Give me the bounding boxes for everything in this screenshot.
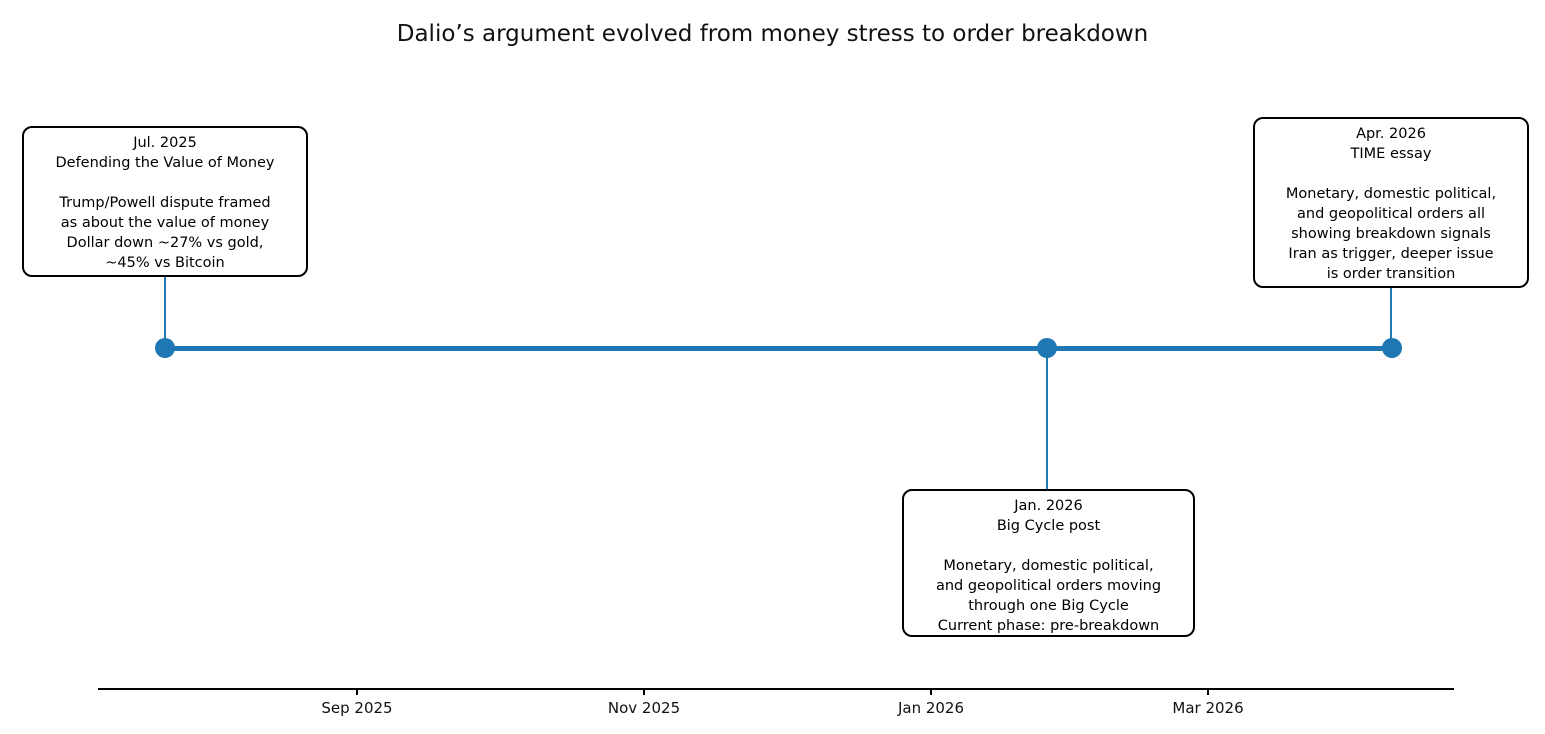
x-axis-tick-label: Sep 2025	[321, 699, 393, 717]
event-description: Monetary, domestic political, and geopol…	[935, 558, 1162, 634]
event-card-apr-2026: Apr. 2026 TIME essay Monetary, domestic …	[1253, 117, 1529, 288]
event-date: Apr. 2026	[1356, 126, 1426, 142]
event-description: Monetary, domestic political, and geopol…	[1285, 186, 1497, 282]
event-marker-jan-2026	[1037, 338, 1057, 358]
event-date: Jul. 2025	[133, 135, 197, 151]
x-axis-tick-nov-2025	[643, 690, 645, 695]
timeline-line	[165, 346, 1392, 351]
x-axis-tick-sep-2025	[356, 690, 358, 695]
event-marker-apr-2026	[1382, 338, 1402, 358]
event-description: Trump/Powell dispute framed as about the…	[59, 195, 271, 271]
event-source: TIME essay	[1350, 146, 1432, 162]
x-axis-line	[98, 688, 1454, 690]
event-source: Defending the Value of Money	[55, 155, 275, 171]
chart-title: Dalio’s argument evolved from money stre…	[396, 21, 1149, 47]
event-card-jul-2025: Jul. 2025 Defending the Value of Money T…	[22, 126, 308, 277]
x-axis-tick-label: Jan 2026	[897, 699, 965, 717]
x-axis-tick-mar-2026	[1207, 690, 1209, 695]
x-axis-tick-jan-2026	[930, 690, 932, 695]
event-source: Big Cycle post	[996, 518, 1101, 534]
x-axis-tick-label: Nov 2025	[607, 699, 681, 717]
connector-line-jul-2025	[164, 276, 166, 348]
connector-line-apr-2026	[1390, 287, 1392, 348]
x-axis-tick-label: Mar 2026	[1172, 699, 1244, 717]
event-marker-jul-2025	[155, 338, 175, 358]
event-date: Jan. 2026	[1014, 498, 1083, 514]
connector-line-jan-2026	[1046, 348, 1048, 490]
event-card-jan-2026: Jan. 2026 Big Cycle post Monetary, domes…	[902, 489, 1195, 637]
